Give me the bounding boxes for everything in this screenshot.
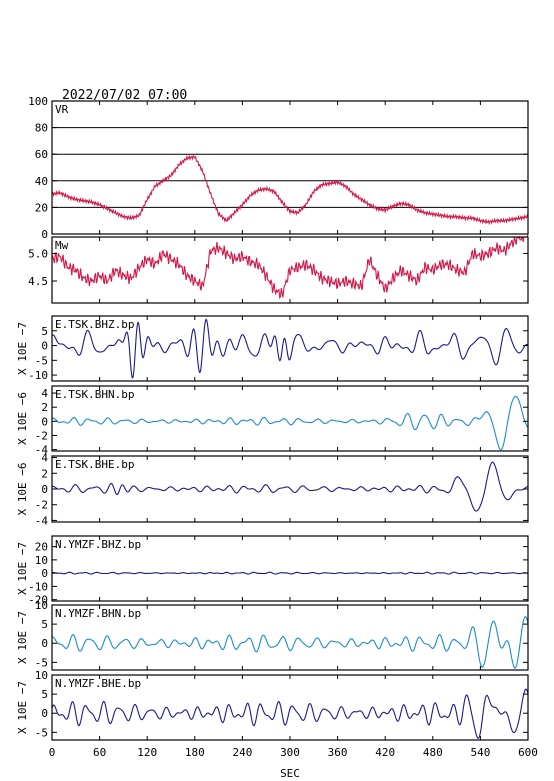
y-axis-unit-label: X 10E −7	[16, 542, 29, 595]
y-tick-label: 20	[35, 541, 48, 554]
series-line	[51, 234, 529, 299]
y-tick-label: 10	[35, 554, 48, 567]
y-tick-label: 0	[41, 415, 48, 428]
y-axis-unit-label: X 10E −7	[16, 611, 29, 664]
y-tick-label: 60	[35, 148, 48, 161]
y-tick-label: -5	[35, 656, 48, 669]
y-tick-label: -2	[35, 499, 48, 512]
y-tick-label: 0	[41, 707, 48, 720]
y-tick-label: 0	[41, 567, 48, 580]
panel-title: Mw	[55, 239, 69, 252]
y-tick-label: 4.5	[28, 275, 48, 288]
y-tick-label: -10	[28, 580, 48, 593]
y-tick-label: -4	[35, 514, 49, 527]
panel-title: E.TSK.BHN.bp	[55, 388, 134, 401]
panel-title: N.YMZF.BHN.bp	[55, 607, 141, 620]
x-tick-label: 120	[137, 746, 157, 759]
x-tick-label: 480	[423, 746, 443, 759]
series-line	[51, 461, 529, 512]
y-axis-unit-label: X 10E −6	[16, 392, 29, 445]
x-tick-label: 300	[280, 746, 300, 759]
y-tick-label: 4	[41, 387, 48, 400]
y-tick-label: -10	[28, 369, 48, 382]
panel-title: E.TSK.BHZ.bp	[55, 318, 134, 331]
y-tick-label: 0	[41, 228, 48, 241]
y-tick-label: -5	[35, 354, 48, 367]
series-line	[51, 395, 529, 451]
y-tick-label: 20	[35, 201, 48, 214]
panel-6: -5 0 5 10 N.YMZF.BHN.bp X 10E −7	[16, 599, 529, 671]
x-tick-label: 540	[470, 746, 490, 759]
panel-1: 4.5 5.0 Mw	[28, 234, 529, 304]
y-tick-label: 10	[35, 599, 48, 612]
x-tick-label: 360	[328, 746, 348, 759]
panel-title: E.TSK.BHE.bp	[55, 458, 134, 471]
y-tick-label: 0	[41, 483, 48, 496]
series-line	[51, 571, 529, 575]
series-line	[51, 688, 529, 739]
x-tick-label: 60	[93, 746, 106, 759]
panel-7: -5 0 5 10 N.YMZF.BHE.bp X 10E −7	[16, 669, 529, 741]
x-axis-label: SEC	[280, 767, 300, 780]
series-line	[51, 615, 529, 669]
y-tick-label: 5	[41, 688, 48, 701]
y-tick-label: 100	[28, 95, 48, 108]
series-line	[51, 318, 529, 379]
y-axis-unit-label: X 10E −6	[16, 463, 29, 516]
panel-0: 0 20 40 60 80 100 VR	[28, 95, 529, 241]
panel-title: VR	[55, 103, 69, 116]
x-tick-label: 600	[518, 746, 538, 759]
x-tick-label: 180	[185, 746, 205, 759]
panel-4: -4 -2 0 2 4 E.TSK.BHE.bp X 10E −6	[16, 452, 529, 527]
panel-title: N.YMZF.BHE.bp	[55, 677, 141, 690]
y-tick-label: 5	[41, 618, 48, 631]
y-axis-unit-label: X 10E −7	[16, 681, 29, 734]
x-tick-label: 240	[232, 746, 252, 759]
series-line	[51, 154, 529, 226]
y-tick-label: 2	[41, 467, 48, 480]
panel-2: -10 -50 5 E.TSK.BHZ.bp X 10E −7	[16, 315, 529, 382]
x-tick-label: 0	[49, 746, 56, 759]
y-tick-label: 5.0	[28, 248, 48, 261]
y-tick-label: -2	[35, 429, 48, 442]
y-tick-label: -4	[35, 444, 49, 457]
y-tick-label: 80	[35, 122, 48, 135]
y-tick-label: 40	[35, 175, 48, 188]
y-tick-label: 2	[41, 401, 48, 414]
y-tick-label: -20	[28, 594, 48, 607]
y-tick-label: 0	[41, 637, 48, 650]
y-tick-label: 5	[41, 325, 48, 338]
x-tick-label: 420	[375, 746, 395, 759]
panel-title: N.YMZF.BHZ.bp	[55, 538, 141, 551]
y-tick-label: 10	[35, 669, 48, 682]
y-tick-label: -5	[35, 726, 48, 739]
y-tick-label: 0	[41, 340, 48, 353]
y-tick-label: 4	[41, 452, 48, 465]
datetime-header: 2022/07/02 07:00	[62, 88, 187, 103]
y-axis-unit-label: X 10E −7	[16, 322, 29, 375]
